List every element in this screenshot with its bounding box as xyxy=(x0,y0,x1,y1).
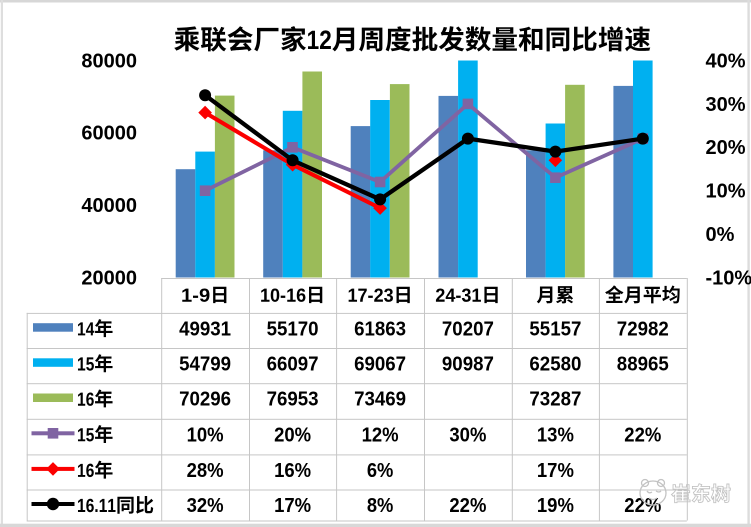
svg-text:17%: 17% xyxy=(537,460,574,482)
svg-text:22%: 22% xyxy=(449,495,486,517)
svg-text:69067: 69067 xyxy=(354,354,406,376)
svg-text:30%: 30% xyxy=(706,94,746,116)
svg-text:88965: 88965 xyxy=(617,354,669,376)
svg-text:12%: 12% xyxy=(362,424,399,446)
svg-text:70207: 70207 xyxy=(442,318,494,340)
svg-text:73469: 73469 xyxy=(354,389,406,411)
svg-text:60000: 60000 xyxy=(81,123,137,145)
svg-text:73287: 73287 xyxy=(529,389,581,411)
svg-text:62580: 62580 xyxy=(529,354,581,376)
svg-text:22%: 22% xyxy=(624,424,661,446)
svg-text:70296: 70296 xyxy=(179,389,231,411)
svg-text:0%: 0% xyxy=(706,224,735,246)
svg-text:80000: 80000 xyxy=(81,50,137,72)
svg-text:54799: 54799 xyxy=(179,354,231,376)
svg-text:49931: 49931 xyxy=(179,318,231,340)
svg-text:20000: 20000 xyxy=(81,267,137,289)
svg-text:17%: 17% xyxy=(274,495,311,517)
svg-text:32%: 32% xyxy=(187,495,224,517)
svg-text:66097: 66097 xyxy=(267,354,319,376)
svg-text:40%: 40% xyxy=(706,50,746,72)
svg-text:10%: 10% xyxy=(706,181,746,203)
svg-text:-10%: -10% xyxy=(706,267,751,289)
svg-text:16%: 16% xyxy=(274,460,311,482)
svg-text:20%: 20% xyxy=(706,137,746,159)
svg-text:30%: 30% xyxy=(449,424,486,446)
svg-text:72982: 72982 xyxy=(617,318,669,340)
svg-text:55157: 55157 xyxy=(529,318,581,340)
svg-text:20%: 20% xyxy=(274,424,311,446)
svg-text:13%: 13% xyxy=(537,424,574,446)
svg-text:61863: 61863 xyxy=(354,318,406,340)
svg-text:28%: 28% xyxy=(187,460,224,482)
svg-text:6%: 6% xyxy=(367,460,394,482)
svg-text:22%: 22% xyxy=(624,495,661,517)
svg-text:76953: 76953 xyxy=(267,389,319,411)
svg-text:19%: 19% xyxy=(537,495,574,517)
svg-text:8%: 8% xyxy=(367,495,394,517)
svg-text:55170: 55170 xyxy=(267,318,319,340)
svg-text:40000: 40000 xyxy=(81,195,137,217)
svg-text:10%: 10% xyxy=(187,424,224,446)
svg-text:90987: 90987 xyxy=(442,354,494,376)
